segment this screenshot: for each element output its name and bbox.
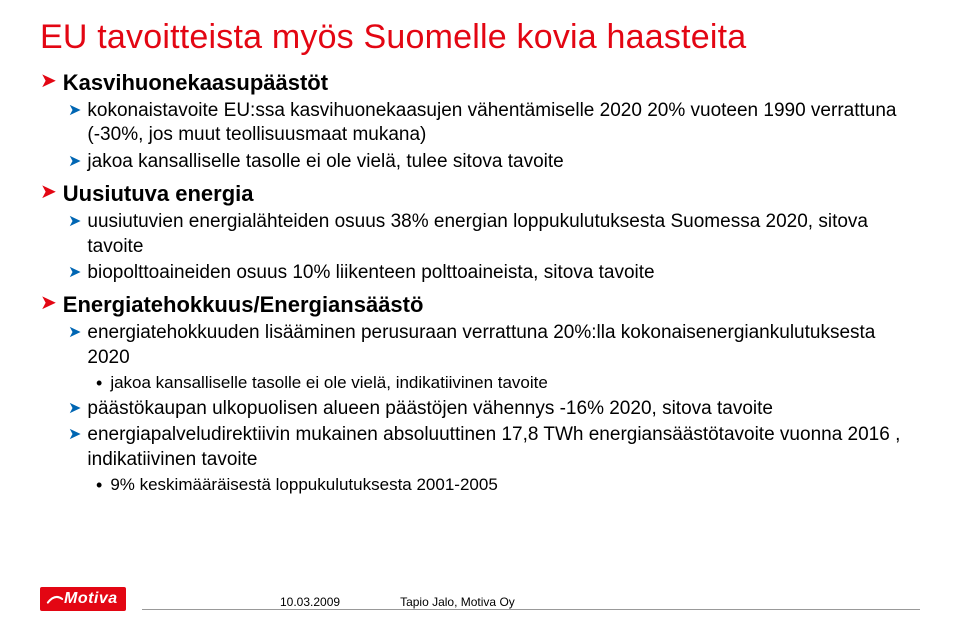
- arrow-right-icon: ➤: [68, 152, 81, 174]
- bullet-text: biopolttoaineiden osuus 10% liikenteen p…: [87, 261, 654, 285]
- bullet-l3: • 9% keskimääräisestä loppukulutuksesta …: [96, 474, 920, 497]
- bullet-l1: ➤ Energiatehokkuus/Energiansäästö: [40, 291, 920, 319]
- bullet-l2: ➤ energiapalveludirektiivin mukainen abs…: [68, 423, 920, 472]
- footer-date: 10.03.2009: [280, 595, 340, 609]
- bullet-text: kokonaistavoite EU:ssa kasvihuonekaasuje…: [87, 99, 920, 148]
- bullet-l2: ➤ uusiutuvien energialähteiden osuus 38%…: [68, 210, 920, 259]
- swoosh-icon: [46, 590, 64, 608]
- bullet-text: energiatehokkuuden lisääminen perusuraan…: [87, 321, 920, 370]
- bullet-l2: ➤ energiatehokkuuden lisääminen perusura…: [68, 321, 920, 370]
- arrow-right-icon: ➤: [68, 399, 81, 421]
- bullet-text: energiapalveludirektiivin mukainen absol…: [87, 423, 920, 472]
- bullet-text: Energiatehokkuus/Energiansäästö: [63, 291, 424, 319]
- bullet-l1: ➤ Uusiutuva energia: [40, 180, 920, 208]
- arrow-right-icon: ➤: [40, 291, 57, 319]
- logo: Motiva: [40, 587, 126, 611]
- bullet-text: Uusiutuva energia: [63, 180, 254, 208]
- arrow-right-icon: ➤: [68, 425, 81, 472]
- slide-content: ➤ Kasvihuonekaasupäästöt ➤ kokonaistavoi…: [40, 69, 920, 497]
- slide: EU tavoitteista myös Suomelle kovia haas…: [0, 0, 960, 623]
- bullet-l2: ➤ kokonaistavoite EU:ssa kasvihuonekaasu…: [68, 99, 920, 148]
- bullet-dot-icon: •: [96, 474, 102, 497]
- arrow-right-icon: ➤: [40, 180, 57, 208]
- bullet-dot-icon: •: [96, 372, 102, 395]
- arrow-right-icon: ➤: [40, 69, 57, 97]
- slide-title: EU tavoitteista myös Suomelle kovia haas…: [40, 18, 920, 57]
- bullet-text: 9% keskimääräisestä loppukulutuksesta 20…: [110, 474, 497, 497]
- bullet-l2: ➤ biopolttoaineiden osuus 10% liikenteen…: [68, 261, 920, 285]
- bullet-l1: ➤ Kasvihuonekaasupäästöt: [40, 69, 920, 97]
- bullet-text: Kasvihuonekaasupäästöt: [63, 69, 328, 97]
- logo-text: Motiva: [40, 587, 126, 611]
- arrow-right-icon: ➤: [68, 101, 81, 148]
- footer-author: Tapio Jalo, Motiva Oy: [400, 595, 515, 609]
- bullet-text: jakoa kansalliselle tasolle ei ole vielä…: [87, 150, 563, 174]
- bullet-text: päästökaupan ulkopuolisen alueen päästöj…: [87, 397, 773, 421]
- footer-meta: 10.03.2009 Tapio Jalo, Motiva Oy: [280, 595, 515, 609]
- arrow-right-icon: ➤: [68, 323, 81, 370]
- bullet-l2: ➤ jakoa kansalliselle tasolle ei ole vie…: [68, 150, 920, 174]
- footer-rule: [142, 609, 920, 610]
- arrow-right-icon: ➤: [68, 212, 81, 259]
- bullet-l2: ➤ päästökaupan ulkopuolisen alueen pääst…: [68, 397, 920, 421]
- bullet-l3: • jakoa kansalliselle tasolle ei ole vie…: [96, 372, 920, 395]
- logo-label: Motiva: [64, 590, 118, 608]
- arrow-right-icon: ➤: [68, 263, 81, 285]
- bullet-text: uusiutuvien energialähteiden osuus 38% e…: [87, 210, 920, 259]
- bullet-text: jakoa kansalliselle tasolle ei ole vielä…: [110, 372, 548, 395]
